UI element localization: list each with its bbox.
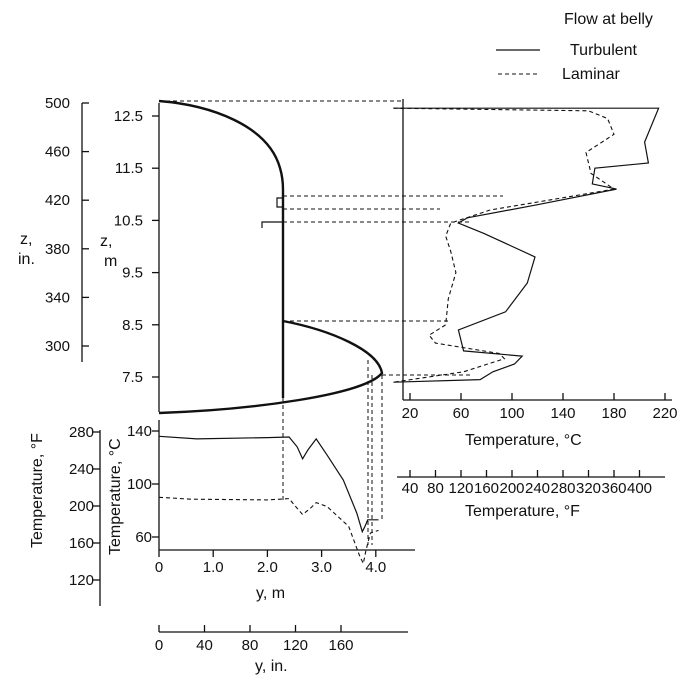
legend-turbulent-label: Turbulent [570, 42, 638, 59]
temp-c-tick-label-4: 180 [601, 405, 626, 422]
body-lower-bulge [158, 319, 384, 415]
temp-c-tick-label-2: 100 [499, 405, 524, 422]
series-turbulent-vertical [393, 107, 660, 383]
temp-f-tick-label-4: 200 [499, 480, 524, 497]
z-in-tick-label-0: 500 [45, 95, 70, 112]
legend: Flow at belly Turbulent Laminar [496, 11, 653, 83]
series-laminar-vertical [393, 107, 616, 383]
y-m-tick-label-2: 2.0 [257, 559, 278, 576]
z-m-axis-label-top: z, [100, 233, 112, 250]
z-m-tick-label-3: 9.5 [122, 265, 143, 282]
temp-c-tick-label-0: 20 [402, 405, 419, 422]
body-step-upper [276, 197, 283, 208]
z-in-tick-label-3: 380 [45, 241, 70, 258]
temp-c-tick-label-1: 60 [453, 405, 470, 422]
series-laminar-horizontal [158, 496, 379, 566]
temp-f-left-tick-label-4: 120 [69, 572, 94, 589]
body-step-lower [261, 221, 283, 228]
y-in-tick-label-4: 160 [328, 637, 353, 654]
temp-c-axis-label: Temperature, °C [465, 432, 582, 449]
temp-c-tick-label-5: 220 [652, 405, 677, 422]
z-in-tick-label-2: 420 [45, 192, 70, 209]
temp-f-left-axis-label: Temperature, °F [29, 433, 46, 548]
right-panel: 20 60 100 140 180 220 Temperature, °C 40 80 120… [393, 99, 678, 520]
temp-f-tick-label-3: 160 [474, 480, 499, 497]
z-in-tick-label-1: 460 [45, 144, 70, 161]
z-in-axis: 500 460 420 380 340 300 z, in. [18, 95, 89, 362]
z-in-tick-label-5: 300 [45, 338, 70, 355]
temp-f-left-tick-label-2: 200 [69, 498, 94, 515]
temp-c-left-tick-label-1: 100 [127, 476, 152, 493]
temp-f-tick-label-9: 400 [627, 480, 652, 497]
temp-f-tick-label-1: 80 [427, 480, 444, 497]
series-turbulent-horizontal [158, 435, 379, 534]
temp-f-tick-label-2: 120 [448, 480, 473, 497]
temp-c-tick-label-3: 140 [550, 405, 575, 422]
y-in-tick-label-3: 120 [283, 637, 308, 654]
z-m-tick-label-0: 12.5 [114, 108, 143, 125]
temp-c-left-tick-label-0: 140 [127, 423, 152, 440]
temp-c-left-tick-label-2: 60 [135, 529, 152, 546]
z-in-axis-label-top: z, [20, 231, 32, 248]
y-in-tick-label-1: 40 [196, 637, 213, 654]
temp-f-tick-label-6: 280 [550, 480, 575, 497]
temp-f-axis-label: Temperature, °F [465, 503, 580, 520]
y-m-tick-label-1: 1.0 [203, 559, 224, 576]
y-m-axis-label: y, m [256, 585, 285, 602]
temp-f-tick-label-7: 320 [576, 480, 601, 497]
y-in-tick-label-2: 80 [242, 637, 259, 654]
z-m-tick-label-1: 11.5 [115, 160, 143, 177]
guide-lines [159, 100, 503, 545]
temp-f-left-tick-label-1: 240 [69, 461, 94, 478]
temp-f-left-tick-label-3: 160 [69, 535, 94, 552]
z-in-tick-label-4: 340 [45, 289, 70, 306]
temp-f-left-tick-label-0: 280 [69, 424, 94, 441]
y-m-tick-label-3: 3.0 [311, 559, 332, 576]
y-in-tick-label-0: 0 [155, 637, 163, 654]
bottom-panel: 280 240 200 160 120 Temperature, °F 140 100 60… [29, 420, 415, 675]
legend-laminar-label: Laminar [562, 66, 620, 83]
legend-title: Flow at belly [564, 11, 653, 28]
y-m-tick-label-4: 4.0 [365, 559, 386, 576]
z-m-axis-label-bottom: m [104, 253, 117, 270]
y-m-tick-label-0: 0 [155, 559, 163, 576]
z-m-axis: 12.5 11.5 10.5 9.5 8.5 7.5 z, m [100, 103, 160, 412]
body-upper-curve [158, 99, 285, 398]
temp-f-tick-label-5: 240 [525, 480, 550, 497]
z-m-tick-label-4: 8.5 [122, 317, 143, 334]
z-in-axis-label-bottom: in. [18, 251, 35, 268]
y-in-axis-label: y, in. [255, 658, 288, 675]
z-m-tick-label-2: 10.5 [114, 212, 143, 229]
temp-f-tick-label-8: 360 [601, 480, 626, 497]
temp-f-tick-label-0: 40 [402, 480, 419, 497]
temp-c-left-axis-label: Temperature, °C [107, 438, 124, 555]
z-m-tick-label-5: 7.5 [122, 369, 143, 386]
body-outline [158, 99, 384, 415]
